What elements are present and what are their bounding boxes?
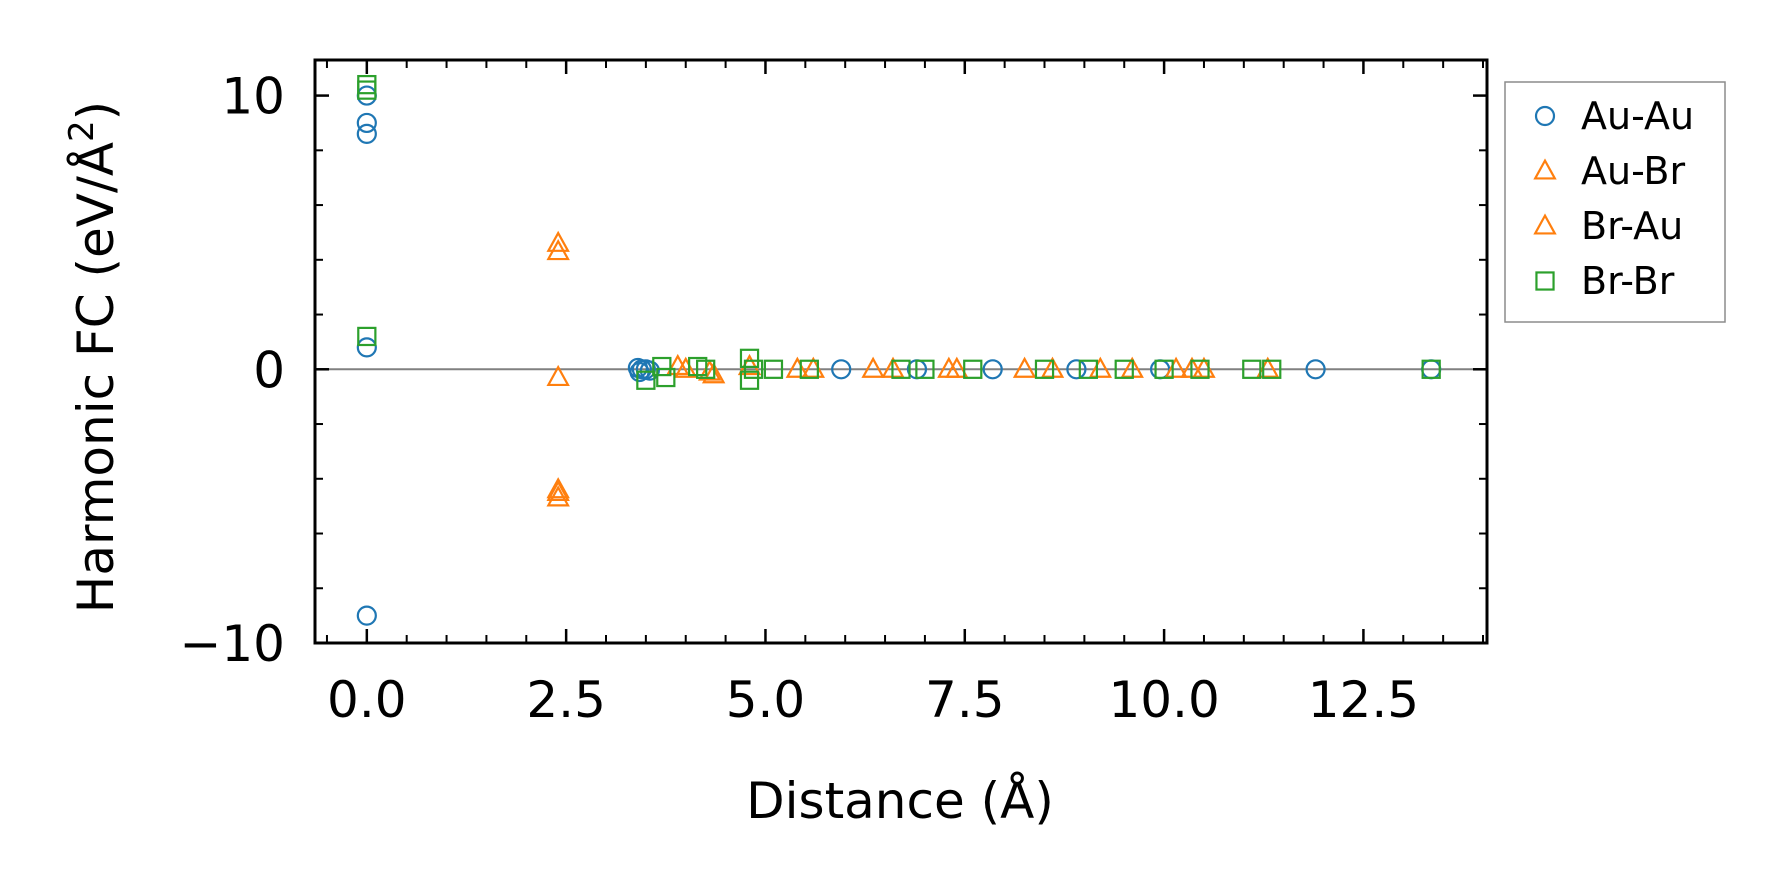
data-point-br-br-1 <box>357 80 377 100</box>
data-point-br-br-3 <box>636 370 656 390</box>
data-point-br-br-13 <box>891 359 911 379</box>
data-point-br-au-3 <box>674 356 698 378</box>
data-point-au-au-1 <box>356 112 377 134</box>
y-tick-label: 10 <box>221 68 285 126</box>
data-point-au-br-10 <box>1088 356 1113 378</box>
plot-area: 0.0 2.5 5.0 7.5 10.0 12.5 −10 0 10 <box>179 58 1489 729</box>
data-point-br-au-4 <box>701 362 726 384</box>
y-tick-label: −10 <box>179 615 285 673</box>
legend-label-br-br: Br-Br <box>1581 259 1675 303</box>
legend-marker-au-au <box>1534 105 1556 127</box>
plot-frame <box>313 58 1489 645</box>
legend-marker-br-au <box>1533 213 1557 235</box>
data-point-au-br-2 <box>546 477 570 499</box>
data-point-au-au-4 <box>356 605 377 626</box>
data-point-br-br-16 <box>1034 359 1055 379</box>
x-axis-label: Distance (Å) <box>746 772 1054 830</box>
y-axis-label: Harmonic FC (eV/Å2) <box>62 101 125 613</box>
data-point-au-br-0 <box>546 230 570 252</box>
legend-label-au-au: Au-Au <box>1581 94 1694 138</box>
data-point-au-au-12 <box>982 359 1003 380</box>
data-point-au-br-9 <box>1012 356 1037 378</box>
x-tick-label: 5.0 <box>726 671 806 729</box>
data-point-br-br-12 <box>799 359 819 379</box>
data-point-br-au-0 <box>546 238 570 261</box>
data-point-br-br-19 <box>1154 359 1174 379</box>
legend-box <box>1504 81 1726 323</box>
y-axis-label-superscript: 2 <box>62 120 102 142</box>
y-tick-label: 0 <box>253 341 285 399</box>
data-point-au-br-7 <box>861 356 885 378</box>
data-point-br-br-18 <box>1114 359 1134 379</box>
x-tick-label: 0.0 <box>327 671 407 729</box>
data-point-br-br-2 <box>357 326 377 347</box>
y-axis-label-close: ) <box>67 101 125 121</box>
series-br-br <box>357 74 1441 390</box>
x-tick-label: 10.0 <box>1108 671 1219 729</box>
data-point-au-au-10 <box>831 359 852 380</box>
data-point-au-au-3 <box>356 337 377 358</box>
data-point-au-au-2 <box>356 123 377 145</box>
data-point-br-au-1 <box>546 485 570 507</box>
legend-marker-au-br <box>1533 158 1557 180</box>
x-tick-label: 2.5 <box>526 671 606 729</box>
data-point-au-br-6 <box>785 356 810 378</box>
data-point-br-br-15 <box>963 359 983 379</box>
legend-label-au-br: Au-Br <box>1581 149 1686 193</box>
data-point-br-br-21 <box>1242 359 1262 379</box>
legend: Au-Au Au-Br Br-Au Br-Br <box>1504 81 1726 323</box>
legend-marker-br-br <box>1535 271 1555 291</box>
data-point-br-br-5 <box>656 367 676 388</box>
data-point-br-br-14 <box>915 359 935 379</box>
data-point-au-au-15 <box>1305 359 1326 380</box>
data-point-br-br-4 <box>652 356 672 377</box>
y-axis-label-main: Harmonic FC (eV/Å <box>67 142 125 613</box>
data-point-br-au-2 <box>546 479 570 502</box>
data-point-br-br-22 <box>1262 359 1282 379</box>
data-point-au-br-11 <box>1164 356 1188 378</box>
data-point-br-br-17 <box>1078 359 1099 379</box>
data-point-au-br-1 <box>546 364 570 387</box>
x-tick-label: 12.5 <box>1308 671 1419 729</box>
x-tick-label: 7.5 <box>925 671 1005 729</box>
data-point-br-br-7 <box>696 359 716 379</box>
data-point-br-br-23 <box>1421 359 1441 379</box>
data-point-br-br-9 <box>739 370 760 390</box>
data-point-br-br-10 <box>743 359 764 379</box>
data-point-br-br-8 <box>739 348 760 368</box>
data-point-au-au-13 <box>1066 359 1087 380</box>
data-point-br-br-11 <box>763 359 784 379</box>
data-point-br-au-7 <box>945 356 969 378</box>
data-point-br-br-20 <box>1190 359 1210 379</box>
legend-label-br-au: Br-Au <box>1581 204 1683 248</box>
